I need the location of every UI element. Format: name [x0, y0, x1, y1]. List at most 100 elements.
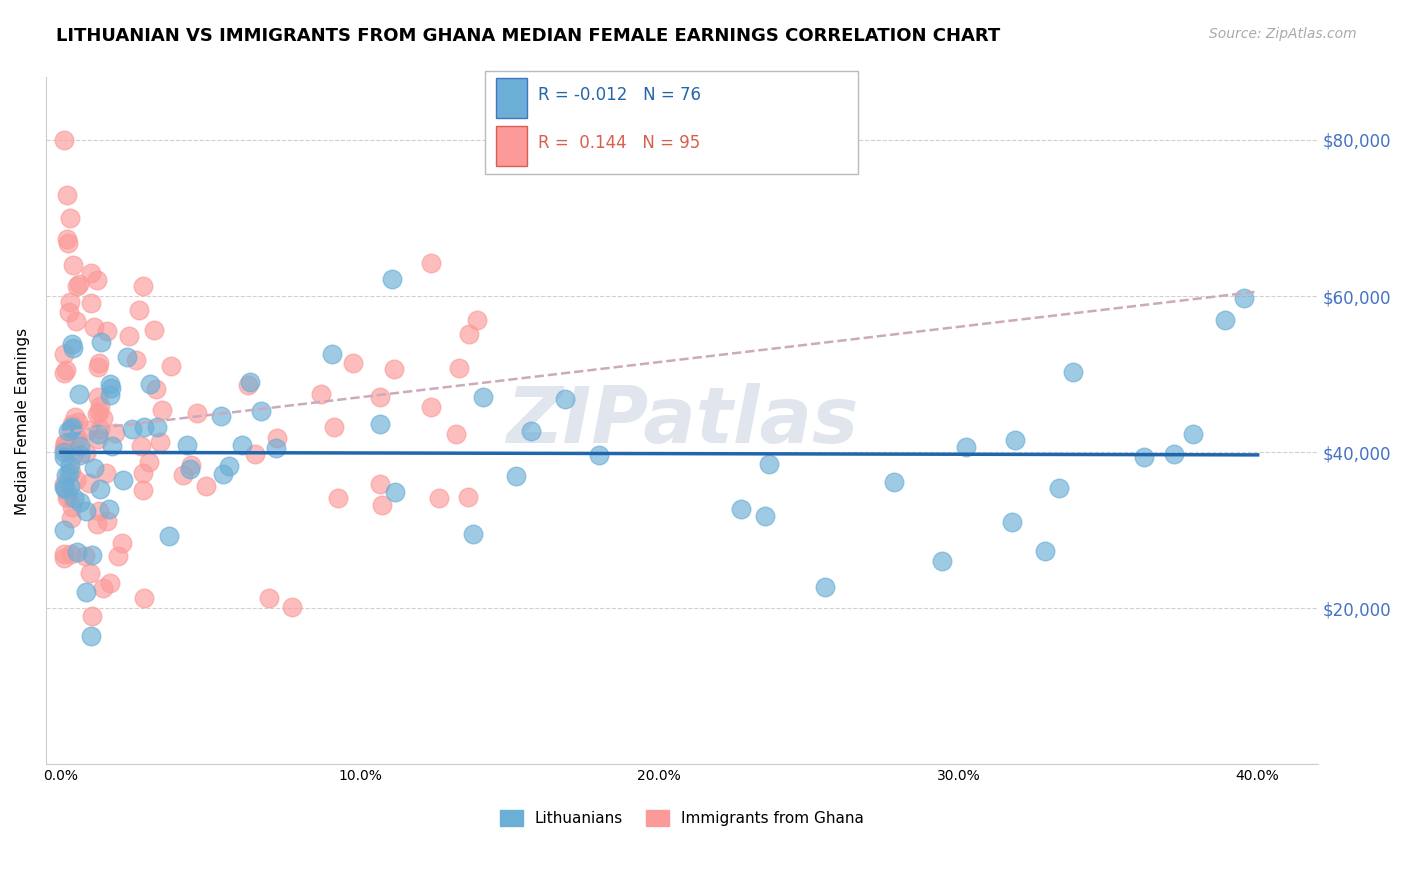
Y-axis label: Median Female Earnings: Median Female Earnings: [15, 327, 30, 515]
Point: [554, 392, 576, 407]
Point: [384, 362, 406, 376]
Point: [65, 473, 87, 487]
Point: [758, 457, 780, 471]
Point: [132, 420, 155, 434]
Point: [150, 402, 173, 417]
Point: [180, 458, 202, 472]
Point: [131, 483, 153, 498]
Point: [311, 387, 333, 401]
Point: [1232, 291, 1254, 305]
Point: [172, 467, 194, 482]
Point: [52, 450, 75, 465]
Point: [55, 468, 77, 483]
Point: [80, 295, 103, 310]
Point: [65, 314, 87, 328]
Point: [65, 430, 87, 444]
Point: [80, 266, 103, 280]
Point: [1163, 447, 1185, 461]
Point: [89, 482, 111, 496]
Point: [520, 424, 543, 438]
Point: [104, 426, 127, 441]
Point: [75, 549, 97, 563]
Point: [1001, 515, 1024, 529]
Point: [67, 277, 90, 291]
Point: [588, 448, 610, 462]
Point: [955, 441, 977, 455]
Point: [91, 411, 114, 425]
Point: [52, 477, 75, 491]
Point: [139, 377, 162, 392]
Point: [1213, 312, 1236, 326]
Point: [1062, 365, 1084, 379]
Point: [465, 312, 488, 326]
Point: [371, 499, 394, 513]
Point: [58, 305, 80, 319]
Point: [59, 458, 82, 473]
Point: [420, 256, 443, 270]
Point: [53, 436, 76, 450]
Point: [80, 608, 103, 623]
Point: [86, 517, 108, 532]
Point: [218, 458, 240, 473]
Point: [56, 491, 79, 506]
Point: [129, 439, 152, 453]
Point: [67, 415, 90, 429]
Point: [142, 323, 165, 337]
Point: [444, 426, 467, 441]
Point: [239, 375, 262, 389]
Point: [125, 352, 148, 367]
Point: [52, 366, 75, 380]
Point: [59, 511, 82, 525]
Point: [754, 509, 776, 524]
Point: [107, 549, 129, 563]
Point: [132, 591, 155, 605]
Point: [457, 490, 479, 504]
Point: [111, 473, 134, 487]
Point: [59, 547, 82, 561]
Point: [87, 503, 110, 517]
Point: [96, 514, 118, 528]
Point: [100, 388, 122, 402]
Point: [56, 232, 79, 246]
Point: [87, 390, 110, 404]
Point: [100, 381, 122, 395]
Point: [160, 359, 183, 374]
Point: [56, 425, 79, 439]
Point: [56, 235, 79, 250]
Point: [52, 133, 75, 147]
Point: [384, 485, 406, 500]
Point: [60, 500, 83, 515]
Point: [264, 441, 287, 455]
Point: [368, 477, 391, 491]
Point: [472, 390, 495, 404]
Point: [236, 378, 259, 392]
Point: [79, 566, 101, 581]
Point: [321, 346, 343, 360]
Point: [66, 544, 89, 558]
Point: [98, 502, 121, 516]
Text: Source: ZipAtlas.com: Source: ZipAtlas.com: [1209, 27, 1357, 41]
Point: [69, 494, 91, 508]
Point: [115, 350, 138, 364]
Point: [58, 466, 80, 480]
Point: [98, 376, 121, 391]
Point: [323, 419, 346, 434]
Point: [60, 417, 83, 432]
Point: [66, 432, 89, 446]
Text: LITHUANIAN VS IMMIGRANTS FROM GHANA MEDIAN FEMALE EARNINGS CORRELATION CHART: LITHUANIAN VS IMMIGRANTS FROM GHANA MEDI…: [56, 27, 1001, 45]
Point: [90, 335, 112, 350]
Point: [257, 591, 280, 605]
Point: [131, 466, 153, 480]
Point: [195, 479, 218, 493]
Point: [381, 272, 404, 286]
Point: [52, 445, 75, 459]
Point: [212, 467, 235, 481]
Point: [89, 422, 111, 436]
Point: [63, 410, 86, 425]
Point: [62, 342, 84, 356]
Point: [96, 324, 118, 338]
Point: [146, 419, 169, 434]
Point: [77, 423, 100, 437]
Point: [111, 536, 134, 550]
Point: [56, 187, 79, 202]
